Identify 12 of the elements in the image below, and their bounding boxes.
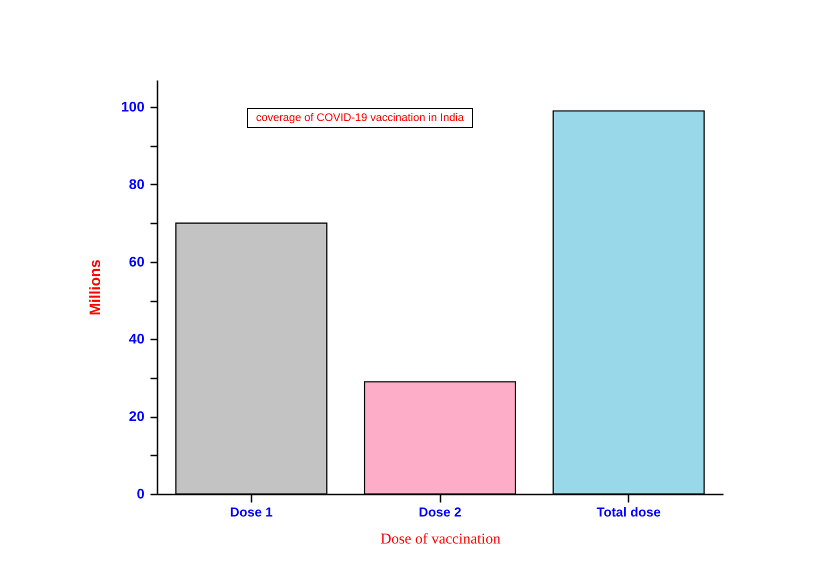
y-axis-title: Millions <box>87 260 104 316</box>
x-tick-label: Dose 1 <box>230 504 273 520</box>
y-tick-label: 0 <box>136 486 145 502</box>
y-tick-label: 100 <box>121 98 145 115</box>
x-tick-label: Dose 2 <box>418 504 462 520</box>
annotation: coverage of COVID-19 vaccination in India <box>247 108 473 128</box>
y-tick-label: 40 <box>128 330 145 347</box>
x-axis-title: Dose of vaccination <box>380 532 501 548</box>
y-tick-label: 60 <box>128 253 145 270</box>
x-tick-label: Total dose <box>596 504 661 520</box>
y-tick-label: 80 <box>128 176 145 192</box>
y-tick-label: 20 <box>128 408 145 424</box>
